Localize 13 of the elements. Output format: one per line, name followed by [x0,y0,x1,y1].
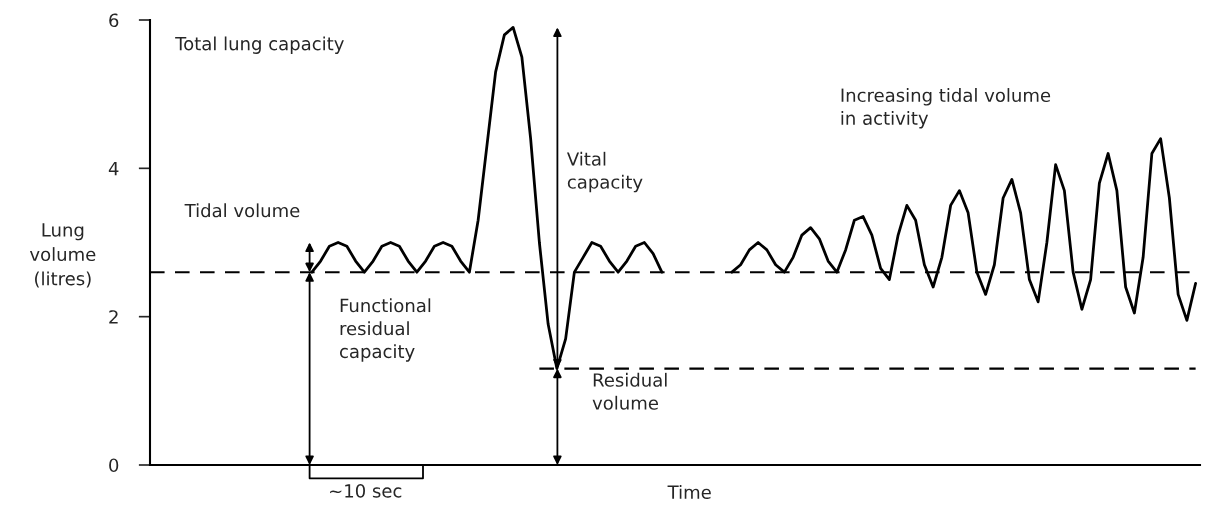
y-axis-title: Lung volume (litres) [29,223,96,288]
y-tick-label: 0 [109,458,119,473]
annotation: Total lung capacity [175,36,344,54]
annotation: Increasing tidal volume in activity [841,88,1051,129]
y-tick-label: 6 [109,13,119,28]
y-tick-label: 4 [108,162,119,176]
annotation: Vital capacity [566,151,643,193]
annotation: Residual volume [592,372,667,410]
x-axis-title: Time [667,485,711,499]
y-tick-label: 2 [109,310,118,324]
annotation: Functional residual capacity [340,298,431,362]
annotation: Tidal volume [184,203,300,218]
text: ~10 sec [330,484,402,498]
